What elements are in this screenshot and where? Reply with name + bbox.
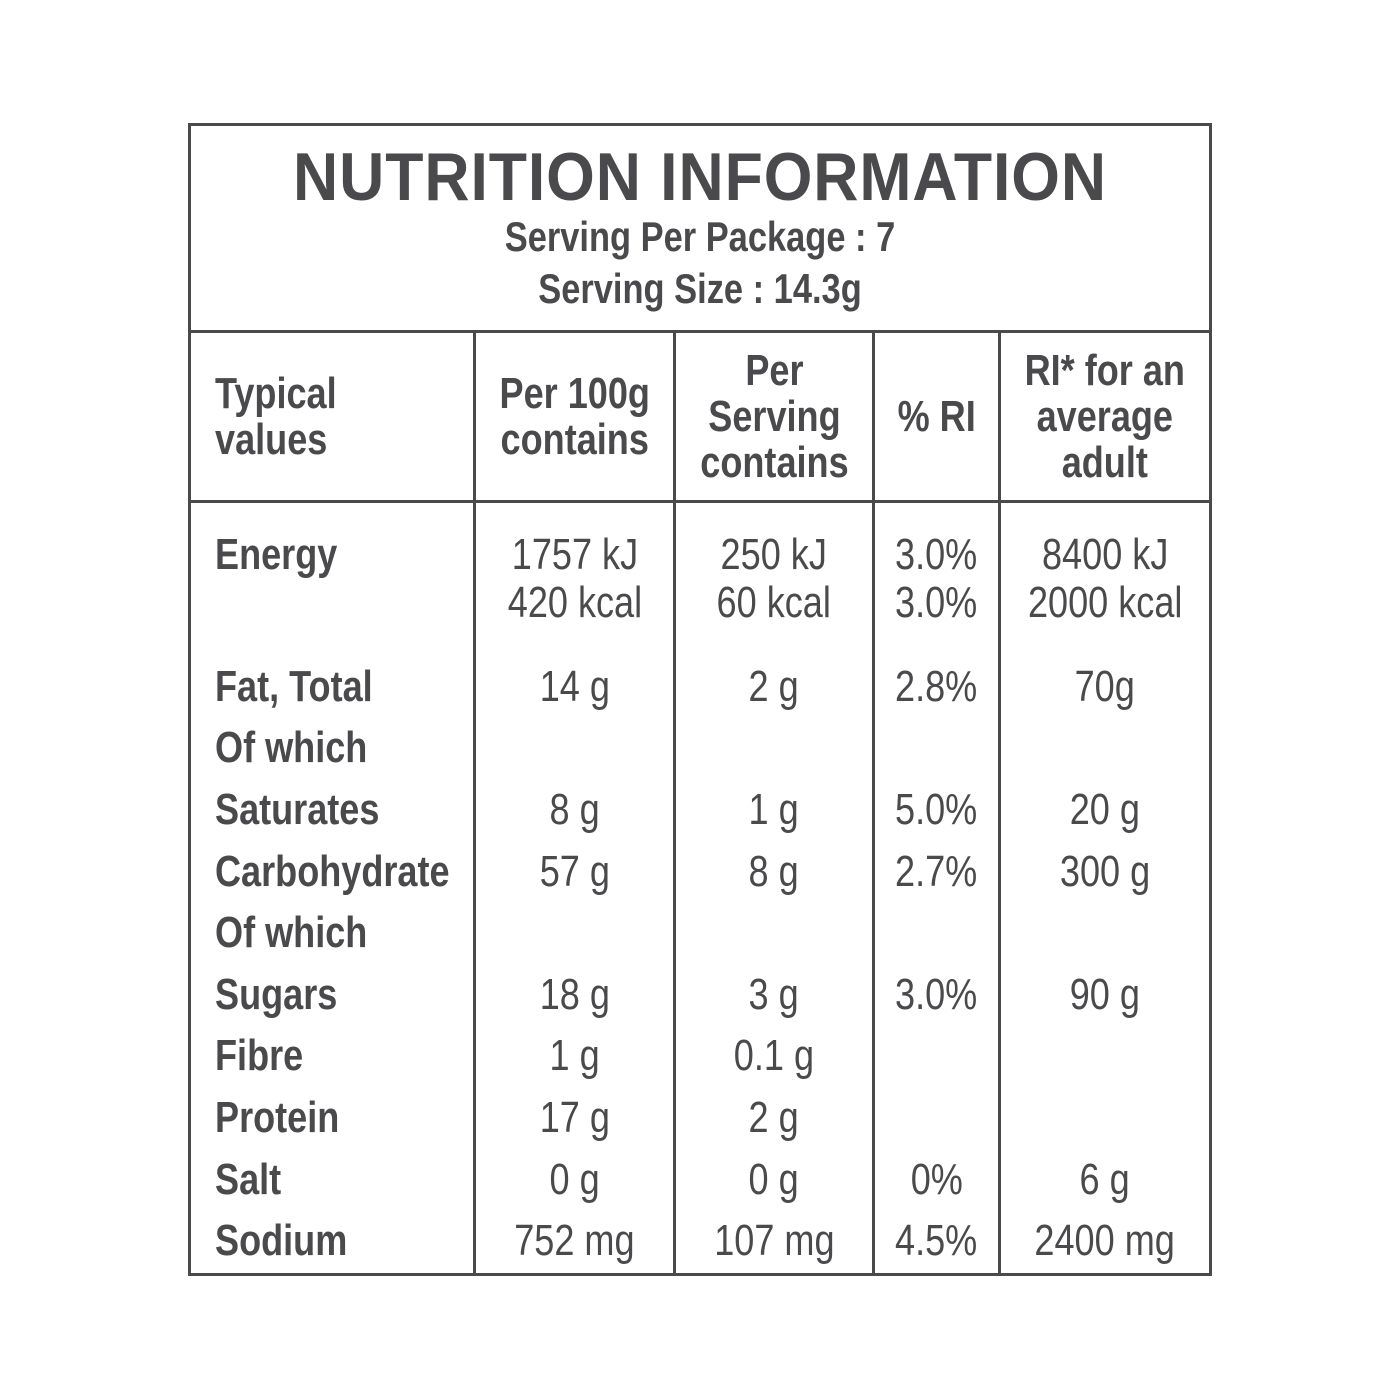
nutrient-name: Carbohydrate xyxy=(215,847,450,896)
per-100g-value: 1 g xyxy=(549,1031,600,1080)
column-header-percent-ri: % RI xyxy=(897,391,976,441)
ri-adult-value: 6 g xyxy=(1079,1155,1131,1204)
nutrient-name: Salt xyxy=(215,1155,282,1204)
percent-ri-value: 2.7% xyxy=(895,847,978,896)
per-serving-value: 2 g xyxy=(748,1093,800,1142)
percent-ri-value: 0% xyxy=(910,1155,963,1204)
ri-adult-value: 300 g xyxy=(1059,847,1151,896)
per-100g-value: 1757 kJ 420 kcal xyxy=(507,530,642,627)
ri-adult-value: 8400 kJ 2000 kcal xyxy=(1027,530,1183,627)
per-100g-value: 57 g xyxy=(539,847,610,896)
nutrient-name: Protein xyxy=(215,1093,340,1142)
nutrient-name: Sugars xyxy=(215,970,338,1019)
nutrient-name: Energy xyxy=(215,530,338,579)
column-header-ri-adult: RI* for an average adult xyxy=(1024,345,1186,487)
column-header-per-serving: Per Serving contains xyxy=(699,345,849,487)
nutrient-name: Fat, Total xyxy=(215,662,373,711)
per-serving-value: 3 g xyxy=(748,970,800,1019)
per-serving-value: 107 mg xyxy=(713,1216,835,1265)
percent-ri-value: 3.0% xyxy=(895,970,978,1019)
per-100g-value: 0 g xyxy=(549,1155,600,1204)
per-100g-value: 14 g xyxy=(539,662,610,711)
percent-ri-value: 3.0% 3.0% xyxy=(895,530,978,627)
per-serving-value: 2 g xyxy=(748,662,800,711)
percent-ri-value: 4.5% xyxy=(895,1216,978,1265)
ri-adult-value: 20 g xyxy=(1069,785,1141,834)
per-serving-value: 0 g xyxy=(748,1155,800,1204)
column-divider xyxy=(473,330,476,1276)
per-serving-value: 250 kJ 60 kcal xyxy=(716,530,832,627)
column-divider xyxy=(998,330,1001,1276)
column-divider xyxy=(673,330,676,1276)
header-divider xyxy=(191,500,1209,503)
label-header: NUTRITION INFORMATION Serving Per Packag… xyxy=(191,126,1209,333)
nutrient-name: Saturates xyxy=(215,785,380,834)
serving-size: Serving Size : 14.3g xyxy=(538,265,862,312)
column-divider xyxy=(872,330,875,1276)
per-100g-value: 17 g xyxy=(539,1093,610,1142)
column-header-per-100g: Per 100g contains xyxy=(499,368,650,464)
percent-ri-value: 5.0% xyxy=(895,785,978,834)
column-header-typical-values: Typical values xyxy=(215,368,337,464)
ri-adult-value: 2400 mg xyxy=(1034,1216,1176,1265)
nutrition-label: NUTRITION INFORMATION Serving Per Packag… xyxy=(188,123,1212,1276)
per-100g-value: 8 g xyxy=(549,785,600,834)
per-serving-value: 0.1 g xyxy=(733,1031,815,1080)
per-serving-value: 1 g xyxy=(748,785,800,834)
per-100g-value: 752 mg xyxy=(514,1216,635,1265)
ri-adult-value: 90 g xyxy=(1069,970,1141,1019)
ri-adult-value: 70g xyxy=(1074,662,1136,711)
nutrient-name: Of which xyxy=(215,908,368,957)
servings-per-package: Serving Per Package : 7 xyxy=(504,213,896,260)
nutrient-name: Of which xyxy=(215,723,368,772)
label-title: NUTRITION INFORMATION xyxy=(293,139,1107,215)
percent-ri-value: 2.8% xyxy=(895,662,978,711)
per-serving-value: 8 g xyxy=(748,847,800,896)
per-100g-value: 18 g xyxy=(539,970,610,1019)
nutrient-name: Fibre xyxy=(215,1031,304,1080)
nutrient-name: Sodium xyxy=(215,1216,348,1265)
